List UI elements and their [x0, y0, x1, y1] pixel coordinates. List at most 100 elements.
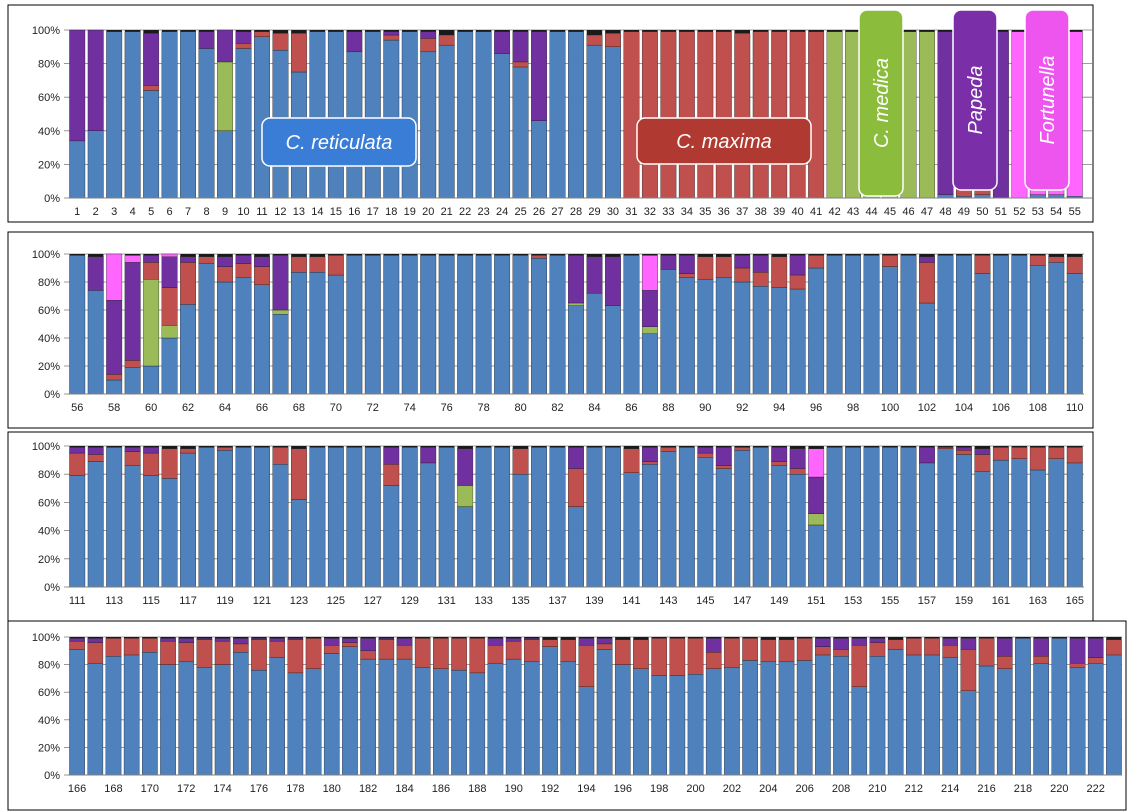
- bar-segment-blue-196: [614, 664, 631, 776]
- bar-remainder-94: [771, 254, 787, 257]
- bar-segment-purple-5: [143, 33, 160, 86]
- bar-segment-blue-149: [771, 465, 788, 588]
- bar-remainder-14: [309, 30, 326, 32]
- bar-segment-blue-10: [235, 48, 252, 199]
- bar-segment-purple-84: [586, 256, 603, 294]
- bar-segment-red-194: [578, 645, 595, 687]
- x-tick-label: 5: [148, 206, 154, 218]
- x-tick-label: 62: [182, 402, 194, 414]
- x-tick-label: 137: [548, 595, 566, 607]
- bar-segment-blue-217: [996, 668, 1013, 776]
- bar-remainder-13: [291, 30, 307, 34]
- bar-segment-blue-8: [198, 48, 215, 199]
- bar-remainder-204: [760, 637, 776, 640]
- bar-remainder-77: [457, 254, 473, 256]
- bar-segment-red-187: [451, 638, 467, 671]
- bar-segment-purple-219: [1033, 638, 1049, 657]
- bar-segment-red-142: [641, 461, 658, 465]
- bar-segment-blue-213: [924, 654, 940, 776]
- bar-segment-red-188: [469, 638, 486, 674]
- bar-remainder-157: [919, 446, 935, 448]
- bar-segment-purple-66: [254, 256, 270, 267]
- bar-segment-blue-94: [771, 287, 788, 395]
- bar-remainder-147: [734, 446, 751, 448]
- x-tick-label: 194: [577, 783, 595, 795]
- x-tick-label: 17: [367, 206, 379, 218]
- bar-remainder-52: [1011, 30, 1028, 32]
- bar-remainder-48: [937, 30, 954, 32]
- x-tick-label: 34: [681, 206, 693, 218]
- bar-segment-blue-101: [900, 255, 917, 395]
- bar-remainder-89: [679, 254, 695, 256]
- x-tick-label: 16: [348, 206, 360, 218]
- bar-remainder-122: [272, 446, 289, 448]
- bar-segment-blue-78: [475, 255, 492, 395]
- bar-remainder-120: [235, 446, 252, 448]
- bar-segment-blue-147: [734, 450, 751, 588]
- bar-remainder-63: [198, 254, 215, 257]
- bar-segment-purple-167: [87, 638, 104, 643]
- bar-segment-red-175: [232, 643, 249, 653]
- bar-segment-blue-84: [586, 293, 603, 395]
- bar-segment-blue-223: [1106, 654, 1122, 776]
- bar-segment-red-160: [974, 454, 991, 472]
- bar-segment-red-102: [919, 262, 935, 304]
- bar-segment-red-108: [1029, 255, 1046, 266]
- bar-remainder-184: [396, 637, 413, 639]
- x-tick-label: 30: [607, 206, 619, 218]
- bar-segment-red-37: [734, 33, 751, 199]
- bar-remainder-129: [401, 446, 418, 448]
- bar-segment-purple-111: [69, 447, 86, 454]
- x-tick-label: 176: [250, 783, 268, 795]
- bar-remainder-83: [568, 254, 584, 256]
- x-tick-label: 32: [644, 206, 656, 218]
- bar-remainder-104: [956, 254, 972, 256]
- bar-remainder-40: [789, 30, 806, 32]
- bar-segment-red-166: [69, 640, 85, 650]
- bar-segment-blue-173: [196, 667, 213, 776]
- bar-remainder-220: [1051, 637, 1067, 639]
- bar-segment-blue-71: [346, 255, 363, 395]
- bar-segment-blue-21: [438, 44, 455, 199]
- bar-remainder-102: [919, 254, 935, 257]
- x-tick-label: 204: [759, 783, 777, 795]
- x-tick-label: 41: [810, 206, 822, 218]
- bar-segment-red-186: [433, 638, 449, 669]
- bar-segment-red-149: [771, 461, 788, 466]
- x-tick-label: 54: [1050, 206, 1062, 218]
- bar-remainder-134: [494, 446, 510, 448]
- x-tick-label: 1: [74, 206, 80, 218]
- x-tick-label: 42: [828, 206, 840, 218]
- bar-segment-purple-171: [160, 638, 176, 642]
- group-label-box-c-maxima: [636, 117, 812, 165]
- bar-remainder-186: [433, 637, 449, 639]
- bar-segment-blue-14: [309, 31, 326, 199]
- bar-segment-blue-123: [290, 499, 307, 588]
- bar-segment-blue-93: [752, 286, 769, 395]
- bar-segment-blue-70: [327, 274, 344, 395]
- y-tick-label: 40%: [38, 526, 60, 538]
- bar-segment-red-63: [198, 256, 215, 264]
- y-tick-label: 80%: [38, 277, 60, 289]
- bar-remainder-144: [679, 446, 695, 448]
- bar-segment-blue-168: [105, 656, 122, 776]
- bar-segment-blue-141: [623, 472, 640, 588]
- x-tick-label: 168: [104, 783, 122, 795]
- bar-remainder-153: [845, 446, 861, 448]
- x-tick-label: 48: [939, 206, 951, 218]
- bar-remainder-101: [900, 254, 917, 256]
- bar-segment-red-210: [869, 642, 886, 657]
- bar-remainder-209: [851, 637, 867, 639]
- bar-segment-blue-118: [198, 447, 215, 588]
- bar-segment-magenta-58: [106, 253, 123, 301]
- x-tick-label: 86: [625, 402, 637, 414]
- bar-segment-red-141: [623, 448, 640, 473]
- bar-segment-blue-53: [1029, 194, 1046, 199]
- bar-segment-blue-111: [69, 475, 86, 588]
- bar-segment-blue-30: [605, 46, 621, 199]
- bar-segment-blue-76: [438, 255, 455, 395]
- bar-segment-blue-164: [1048, 458, 1065, 588]
- bar-remainder-19: [401, 30, 418, 32]
- bar-remainder-183: [378, 637, 394, 639]
- bar-segment-red-145: [697, 452, 714, 458]
